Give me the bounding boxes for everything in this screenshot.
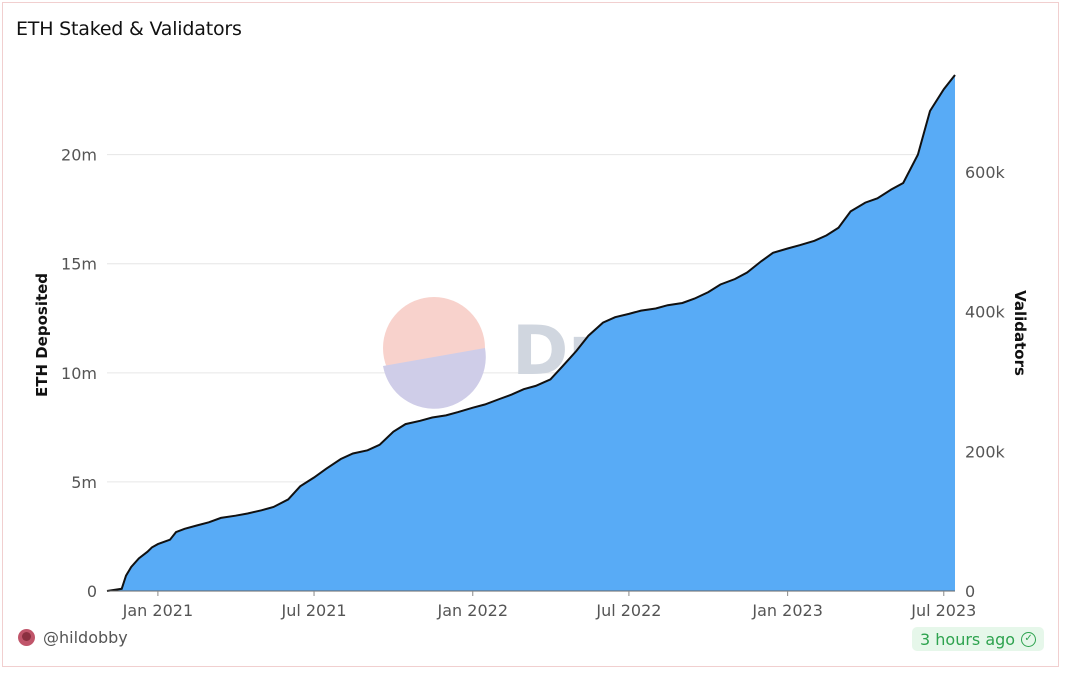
x-tick-label: Jan 2021 <box>122 601 193 620</box>
check-circle-icon: ✓ <box>1021 631 1037 647</box>
eth-deposited-area <box>107 75 955 591</box>
y-axis-label: ETH Deposited <box>33 273 51 397</box>
y2-axis-label: Validators <box>1011 290 1029 376</box>
y-tick-label: 15m <box>61 255 97 274</box>
x-tick-label: Jan 2023 <box>751 601 822 620</box>
status-badge: 3 hours ago ✓ <box>912 627 1045 651</box>
author[interactable]: @hildobby <box>18 628 128 647</box>
author-name[interactable]: @hildobby <box>43 628 128 647</box>
x-tick-label: Jul 2023 <box>910 601 976 620</box>
y-tick-label: 5m <box>71 473 97 492</box>
updated-text: 3 hours ago <box>920 629 1016 649</box>
x-tick-label: Jul 2022 <box>595 601 661 620</box>
watermark-circle-lower-icon <box>383 348 486 409</box>
y-tick-label: 0 <box>87 582 97 601</box>
chart-title: ETH Staked & Validators <box>16 18 242 40</box>
x-tick-label: Jan 2022 <box>437 601 508 620</box>
avatar <box>18 629 35 646</box>
x-tick-label: Jul 2021 <box>280 601 346 620</box>
y-tick-label: 20m <box>61 146 97 165</box>
y2-tick-label: 200k <box>965 442 1006 461</box>
y2-tick-label: 600k <box>965 163 1006 182</box>
y2-tick-label: 0 <box>965 582 975 601</box>
y-tick-label: 10m <box>61 364 97 383</box>
y2-tick-label: 400k <box>965 303 1006 322</box>
eth-deposited-line <box>106 74 956 592</box>
